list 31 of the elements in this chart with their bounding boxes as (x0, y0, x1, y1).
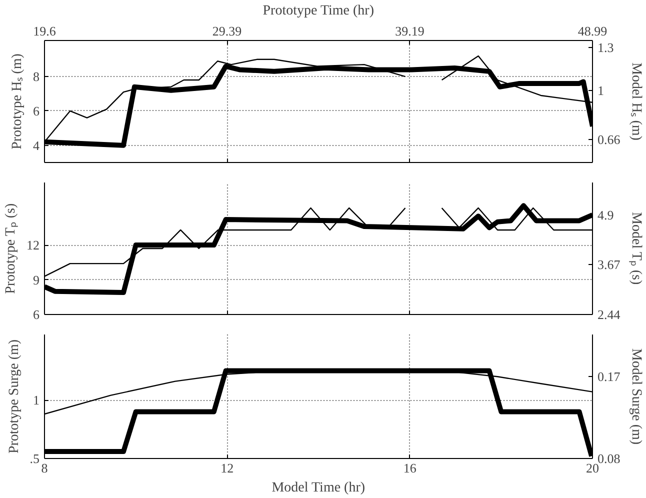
y-tick-label: 12 (26, 238, 40, 253)
y2-axis-title: Model Hₛ (m) (628, 62, 644, 141)
y-axis-title: Prototype Tₚ (s) (4, 203, 18, 294)
y2-tick-label: 3.67 (598, 257, 621, 272)
x2-axis-title: Prototype Time (hr) (262, 4, 374, 18)
y2-tick-label: 1.3 (598, 40, 614, 56)
y2-tick-label: 1 (598, 83, 604, 98)
x2-tick-label: 39.19 (395, 24, 424, 38)
y-tick-label: 6 (33, 103, 40, 118)
y-tick-label: 4 (33, 138, 40, 153)
y2-tick-label: 2.44 (598, 307, 621, 322)
x2-tick-label: 19.6 (33, 24, 56, 38)
y-axis-title: Prototype Surge (m) (6, 339, 22, 454)
y-tick-label: 6 (33, 307, 40, 322)
y-tick-label: .5 (30, 451, 40, 466)
y-tick-label: 1 (33, 392, 40, 408)
x2-tick-label: 29.39 (212, 24, 242, 38)
y2-axis-title: Model Tₚ (s) (628, 212, 644, 286)
y2-tick-label: 0.08 (598, 451, 620, 466)
x-axis-title: Model Time (hr) (272, 480, 366, 496)
y-tick-label: 9 (33, 272, 40, 288)
y2-tick-label: 0.66 (598, 132, 621, 148)
x2-tick-label: 48.99 (578, 24, 608, 38)
x-tick-label: 12 (220, 460, 234, 476)
y2-tick-label: 4.9 (598, 207, 614, 222)
y-axis-title: Prototype Hₛ (m) (10, 53, 25, 150)
x-tick-label: 16 (403, 460, 417, 476)
x-tick-label: 20 (586, 460, 599, 476)
y-tick-label: 8 (33, 69, 40, 84)
y2-tick-label: 0.17 (598, 368, 621, 384)
y2-axis-title: Model Surge (m) (628, 348, 644, 445)
